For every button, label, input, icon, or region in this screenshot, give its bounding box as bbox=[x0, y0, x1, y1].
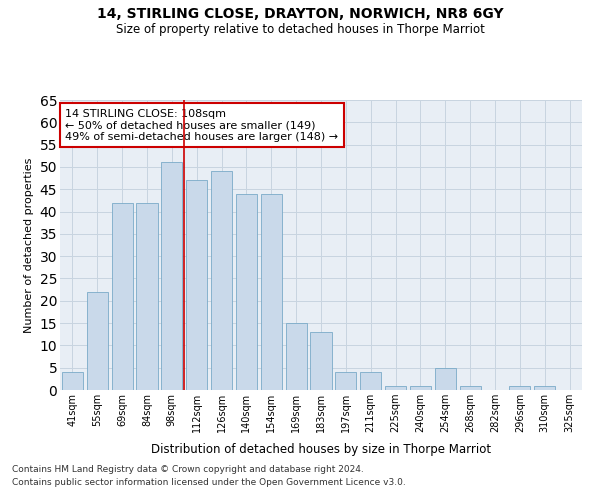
Bar bbox=[410, 386, 431, 390]
Bar bbox=[261, 194, 282, 390]
Bar bbox=[62, 372, 83, 390]
Text: 14, STIRLING CLOSE, DRAYTON, NORWICH, NR8 6GY: 14, STIRLING CLOSE, DRAYTON, NORWICH, NR… bbox=[97, 8, 503, 22]
Bar bbox=[236, 194, 257, 390]
Bar bbox=[509, 386, 530, 390]
Bar bbox=[360, 372, 381, 390]
Bar bbox=[136, 202, 158, 390]
Bar bbox=[186, 180, 207, 390]
Bar bbox=[112, 202, 133, 390]
Bar bbox=[161, 162, 182, 390]
Text: Size of property relative to detached houses in Thorpe Marriot: Size of property relative to detached ho… bbox=[116, 22, 484, 36]
Text: Distribution of detached houses by size in Thorpe Marriot: Distribution of detached houses by size … bbox=[151, 442, 491, 456]
Text: Contains HM Land Registry data © Crown copyright and database right 2024.: Contains HM Land Registry data © Crown c… bbox=[12, 466, 364, 474]
Bar bbox=[385, 386, 406, 390]
Text: Contains public sector information licensed under the Open Government Licence v3: Contains public sector information licen… bbox=[12, 478, 406, 487]
Bar bbox=[87, 292, 108, 390]
Bar bbox=[534, 386, 555, 390]
Bar bbox=[435, 368, 456, 390]
Bar bbox=[310, 332, 332, 390]
Bar bbox=[286, 323, 307, 390]
Bar bbox=[211, 172, 232, 390]
Bar bbox=[460, 386, 481, 390]
Text: 14 STIRLING CLOSE: 108sqm
← 50% of detached houses are smaller (149)
49% of semi: 14 STIRLING CLOSE: 108sqm ← 50% of detac… bbox=[65, 108, 338, 142]
Bar bbox=[335, 372, 356, 390]
Y-axis label: Number of detached properties: Number of detached properties bbox=[24, 158, 34, 332]
